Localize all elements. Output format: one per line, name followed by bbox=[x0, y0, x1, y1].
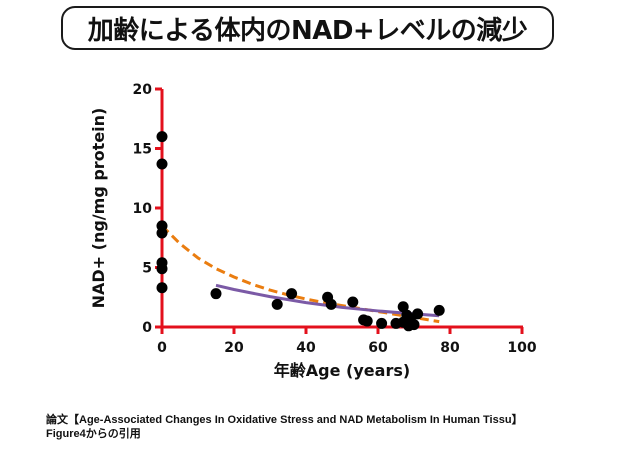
source-caption: 論文【Age-Associated Changes In Oxidative S… bbox=[46, 413, 606, 441]
data-point bbox=[156, 227, 168, 239]
data-point bbox=[361, 315, 373, 327]
data-point bbox=[156, 131, 168, 143]
y-tick-label: 0 bbox=[142, 320, 152, 336]
data-point bbox=[376, 317, 388, 329]
axes bbox=[155, 87, 524, 334]
caption-line-2: Figure4からの引用 bbox=[46, 428, 141, 440]
fit-orange-dashed bbox=[160, 224, 440, 324]
y-tick-label: 15 bbox=[133, 142, 152, 158]
data-point bbox=[408, 319, 420, 331]
data-point bbox=[347, 296, 359, 308]
data-point bbox=[325, 298, 337, 310]
data-point bbox=[156, 158, 168, 170]
y-tick-label: 20 bbox=[133, 82, 153, 98]
y-axis-title: NAD+ (ng/mg protein) bbox=[89, 108, 108, 309]
data-point bbox=[271, 298, 283, 310]
data-point bbox=[286, 288, 298, 300]
data-point bbox=[412, 308, 424, 320]
data-points bbox=[156, 131, 445, 332]
fit-lines bbox=[160, 224, 440, 324]
x-tick-label: 60 bbox=[368, 340, 388, 356]
x-tick-label: 40 bbox=[296, 340, 316, 356]
data-point bbox=[156, 263, 168, 275]
x-tick-label: 0 bbox=[157, 340, 167, 356]
x-tick-label: 100 bbox=[507, 340, 536, 356]
caption-line-1: 論文【Age-Associated Changes In Oxidative S… bbox=[46, 414, 523, 426]
y-tick-label: 5 bbox=[142, 261, 152, 277]
data-point bbox=[210, 288, 222, 300]
data-point bbox=[433, 304, 445, 316]
y-tick-label: 10 bbox=[133, 201, 153, 217]
chart-title-box: 加齢による体内のNAD+レベルの減少 bbox=[61, 6, 554, 50]
data-point bbox=[156, 282, 168, 294]
x-tick-label: 80 bbox=[440, 340, 460, 356]
chart-title: 加齢による体内のNAD+レベルの減少 bbox=[87, 15, 528, 46]
data-point bbox=[397, 301, 409, 313]
x-tick-label: 20 bbox=[224, 340, 244, 356]
x-axis-title: 年齢Age (years) bbox=[274, 361, 410, 380]
axis-labels: 0 20 40 60 80 100 0 5 10 15 20 bbox=[133, 82, 537, 356]
